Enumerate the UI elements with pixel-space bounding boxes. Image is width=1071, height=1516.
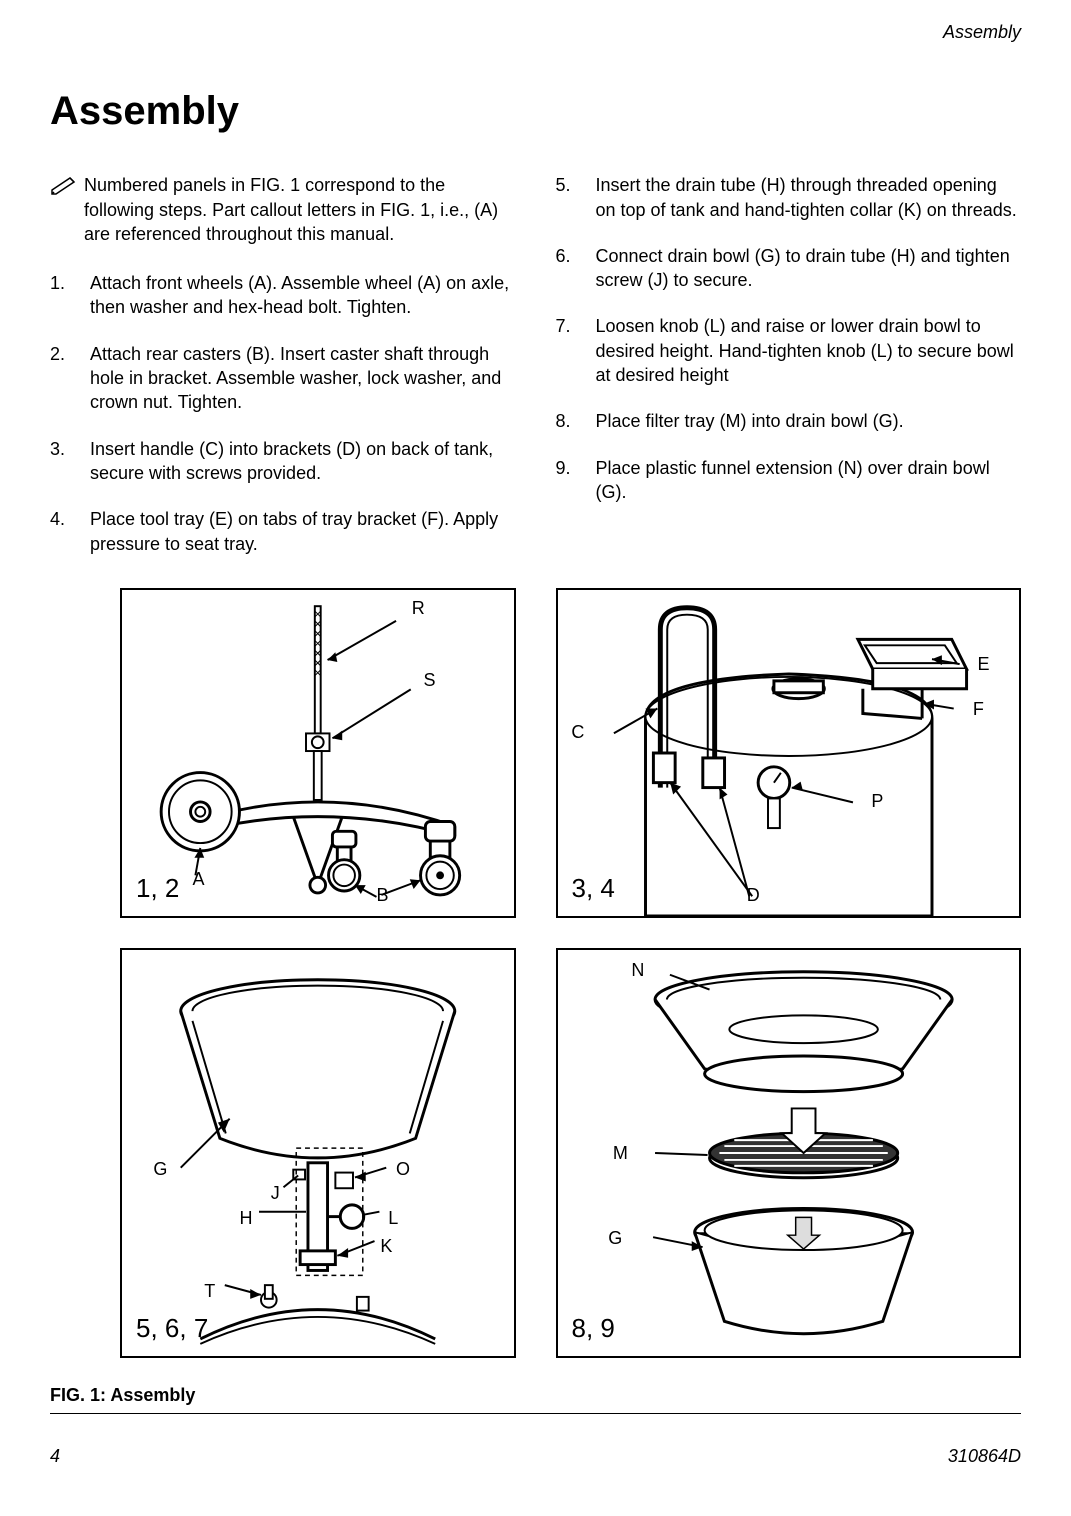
step-item: Loosen knob (L) and raise or lower drain… [556,314,1022,387]
page-footer: 4 310864D [50,1444,1021,1468]
note-text: Numbered panels in FIG. 1 correspond to … [84,173,516,246]
steps-left: Attach front wheels (A). Assemble wheel … [50,271,516,556]
page-title: Assembly [50,84,1021,138]
step-item: Attach front wheels (A). Assemble wheel … [50,271,516,320]
panel-label: 3, 4 [572,871,615,906]
callout-T: T [204,1279,215,1303]
panel-1-2: 1, 2 R S A B [120,588,516,918]
figure-caption: FIG. 1: Assembly [50,1383,1021,1414]
step-item: Place plastic funnel extension (N) over … [556,456,1022,505]
panel-8-9: 8, 9 N M G [556,948,1022,1358]
callout-R: R [412,596,425,620]
callout-D: D [747,883,760,907]
callout-O: O [396,1157,410,1181]
pencil-icon [50,176,78,246]
callout-M: M [613,1141,628,1165]
step-item: Place filter tray (M) into drain bowl (G… [556,409,1022,433]
callout-N: N [631,958,644,982]
callout-S: S [423,668,435,692]
step-item: Insert the drain tube (H) through thread… [556,173,1022,222]
callout-L: L [388,1206,398,1230]
figures-grid: 1, 2 R S A B [50,588,1021,1358]
header-section: Assembly [50,20,1021,44]
callout-K: K [380,1234,392,1258]
note-block: Numbered panels in FIG. 1 correspond to … [50,173,516,246]
doc-number: 310864D [948,1444,1021,1468]
left-column: Numbered panels in FIG. 1 correspond to … [50,173,516,578]
step-item: Place tool tray (E) on tabs of tray brac… [50,507,516,556]
callout-B: B [376,883,388,907]
step-item: Connect drain bowl (G) to drain tube (H)… [556,244,1022,293]
panel-label: 5, 6, 7 [136,1311,208,1346]
step-item: Insert handle (C) into brackets (D) on b… [50,437,516,486]
panel-label: 1, 2 [136,871,179,906]
panel-label: 8, 9 [572,1311,615,1346]
callout-G: G [608,1226,622,1250]
page-number: 4 [50,1444,60,1468]
callout-C: C [571,720,584,744]
callout-G: G [153,1157,167,1181]
callout-F: F [973,697,984,721]
right-column: Insert the drain tube (H) through thread… [556,173,1022,578]
panel-5-6-7: 5, 6, 7 G O J H L K T [120,948,516,1358]
step-item: Attach rear casters (B). Insert caster s… [50,342,516,415]
callout-H: H [239,1206,252,1230]
callout-J: J [271,1181,280,1205]
panel-3-4: 3, 4 E F C P D [556,588,1022,918]
text-columns: Numbered panels in FIG. 1 correspond to … [50,173,1021,578]
callout-E: E [977,652,989,676]
callout-P: P [871,789,883,813]
steps-right: Insert the drain tube (H) through thread… [556,173,1022,504]
callout-A: A [192,867,204,891]
